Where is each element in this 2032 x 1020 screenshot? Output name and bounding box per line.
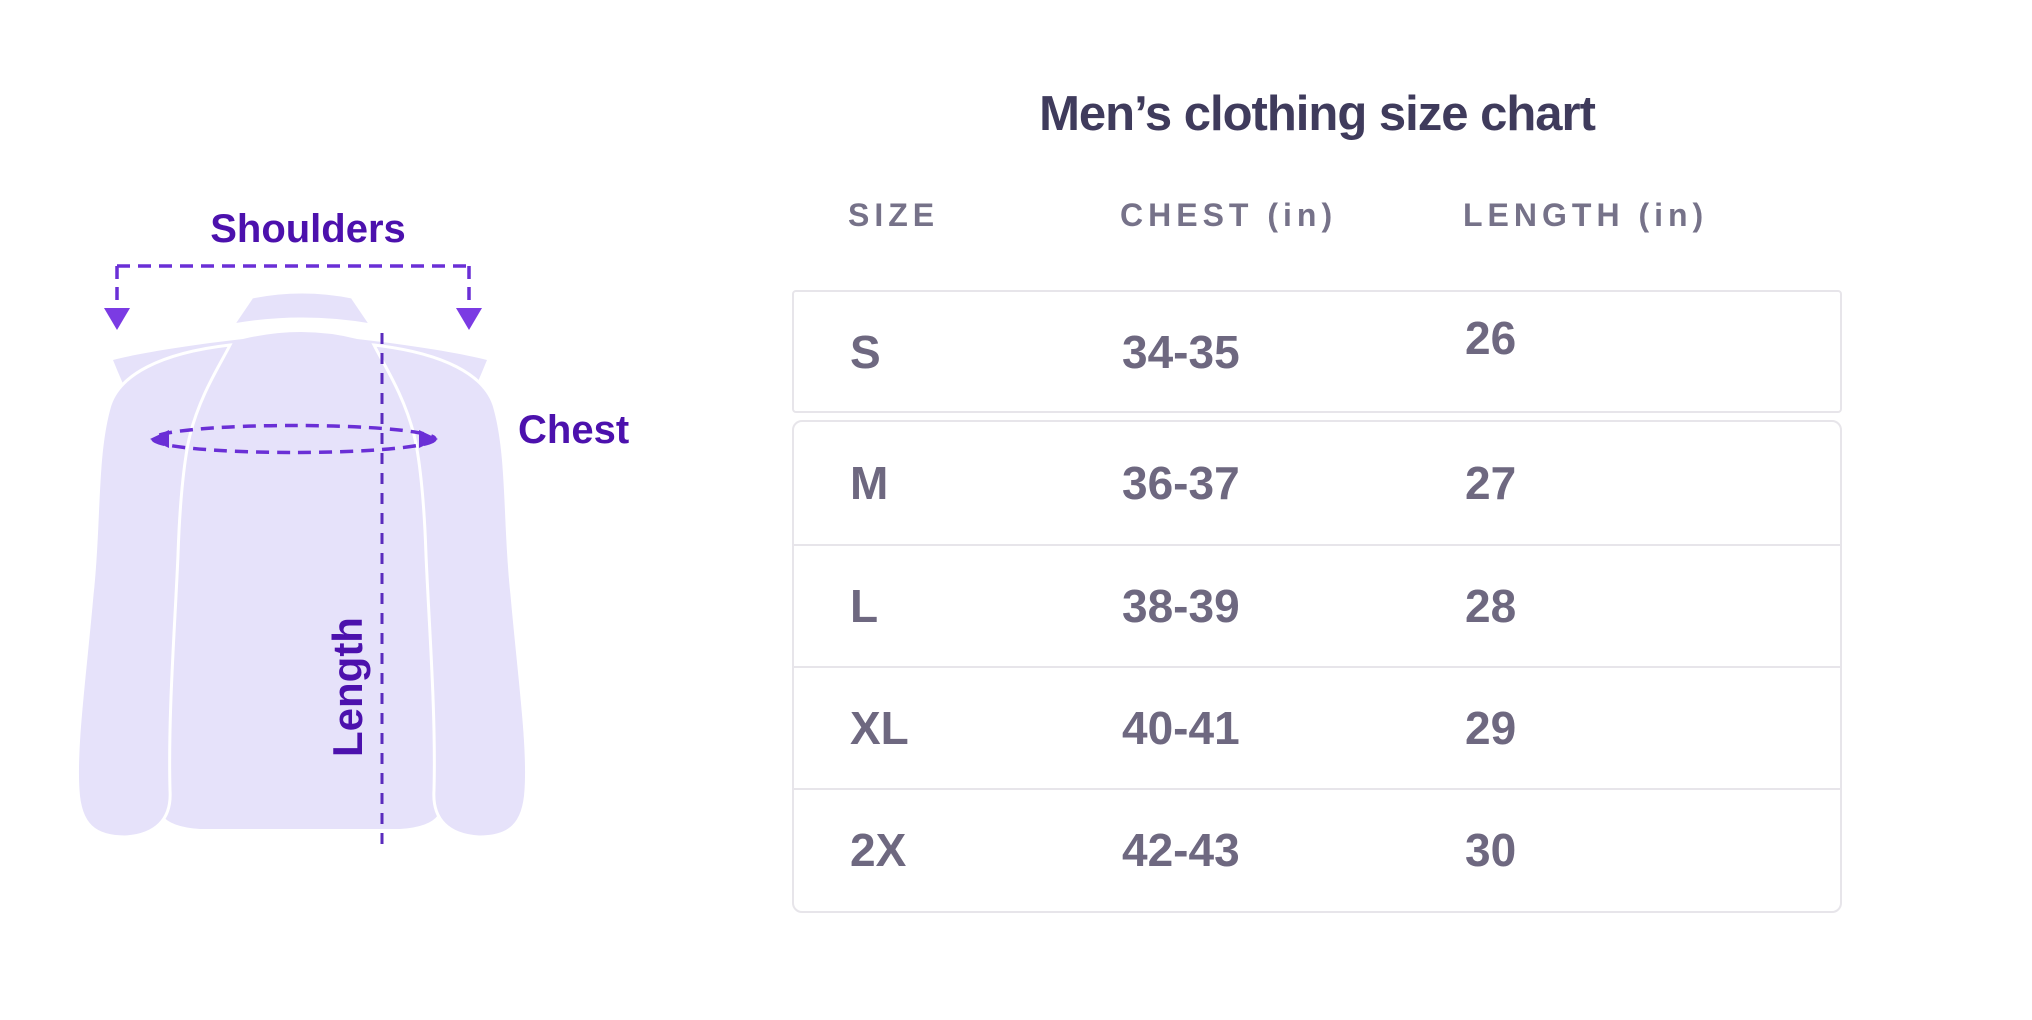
column-header-length: LENGTH (in) xyxy=(1463,197,1709,233)
shirt-collar xyxy=(229,290,375,328)
table-group-rest: M 36-37 27 L 38-39 28 XL 40-41 29 2X 42-… xyxy=(792,420,1842,913)
table-row: L 38-39 28 xyxy=(794,544,1840,666)
table-row: 2X 42-43 30 xyxy=(794,788,1840,910)
shirt-right-sleeve xyxy=(371,343,529,839)
chest-arrow-right-icon xyxy=(419,430,438,448)
shirt-measurement-diagram: Shoulders Chest Length xyxy=(75,207,629,847)
length-label: Length xyxy=(324,617,371,757)
page-title: Men’s clothing size chart xyxy=(1039,87,1596,141)
chest-cell: 38-39 xyxy=(1122,580,1240,632)
chest-cell: 42-43 xyxy=(1122,824,1240,876)
length-cell: 29 xyxy=(1465,702,1517,754)
shoulders-arrow-right-icon xyxy=(456,308,482,330)
table-header-row: SIZE CHEST (in) LENGTH (in) xyxy=(792,197,1842,234)
length-cell: 26 xyxy=(1465,311,1517,364)
table-row: XL 40-41 29 xyxy=(794,666,1840,788)
chest-cell: 36-37 xyxy=(1122,457,1240,509)
size-cell: L xyxy=(850,580,879,632)
column-header-chest: CHEST (in) xyxy=(1120,197,1338,233)
column-header-size: SIZE xyxy=(848,197,940,233)
table-row: S 34-35 26 xyxy=(794,292,1840,411)
size-cell: M xyxy=(850,457,889,509)
table-group-first: S 34-35 26 xyxy=(792,290,1842,413)
chest-arrow-left-icon xyxy=(150,430,169,448)
shoulders-arrow-left-icon xyxy=(104,308,130,330)
shirt-left-sleeve xyxy=(75,343,233,839)
length-cell: 27 xyxy=(1465,457,1517,509)
length-cell: 28 xyxy=(1465,580,1517,632)
size-cell: 2X xyxy=(850,824,907,876)
chest-cell: 40-41 xyxy=(1122,702,1240,754)
table-row: M 36-37 27 xyxy=(794,422,1840,544)
chest-label: Chest xyxy=(518,408,629,452)
shirt-torso xyxy=(113,332,487,829)
size-cell: S xyxy=(850,325,881,378)
length-cell: 30 xyxy=(1465,824,1517,876)
shirt-illustration xyxy=(75,290,529,839)
shoulders-measure-annotation xyxy=(115,264,471,308)
chest-cell: 34-35 xyxy=(1122,325,1240,378)
size-cell: XL xyxy=(850,702,909,754)
shoulders-label: Shoulders xyxy=(210,207,406,251)
